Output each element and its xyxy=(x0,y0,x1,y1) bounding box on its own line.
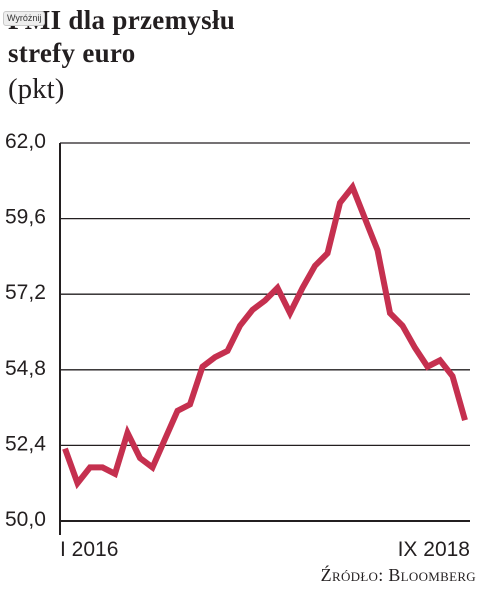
x-tick-label: I 2016 xyxy=(60,538,118,561)
y-tick-label: 62,0 xyxy=(5,130,46,153)
chart-title-line-1: PMI dla przemysłu xyxy=(8,5,236,35)
x-tick-labels: I 2016 IX 2018 xyxy=(60,538,470,561)
y-tick-label: 59,6 xyxy=(5,206,46,229)
series-line xyxy=(62,181,468,490)
y-tick-label: 57,2 xyxy=(5,281,46,304)
y-tick-label: 54,8 xyxy=(5,357,46,380)
chart-title: PMI dla przemysłu strefy euro xyxy=(8,4,235,70)
y-tick-labels: 50,0 52,4 54,8 57,2 59,6 62,0 xyxy=(5,130,46,531)
chart-unit: (pkt) xyxy=(8,73,65,105)
source-note: Źródło: Bloomberg xyxy=(320,565,476,585)
y-tick-label: 52,4 xyxy=(5,432,46,455)
chart-title-line-2: strefy euro xyxy=(8,38,136,68)
x-tick-label: IX 2018 xyxy=(398,538,470,561)
highlight-button[interactable]: Wyróżnij xyxy=(3,11,46,26)
series-group xyxy=(62,181,468,490)
y-tick-label: 50,0 xyxy=(5,508,46,531)
gridlines xyxy=(59,142,470,535)
